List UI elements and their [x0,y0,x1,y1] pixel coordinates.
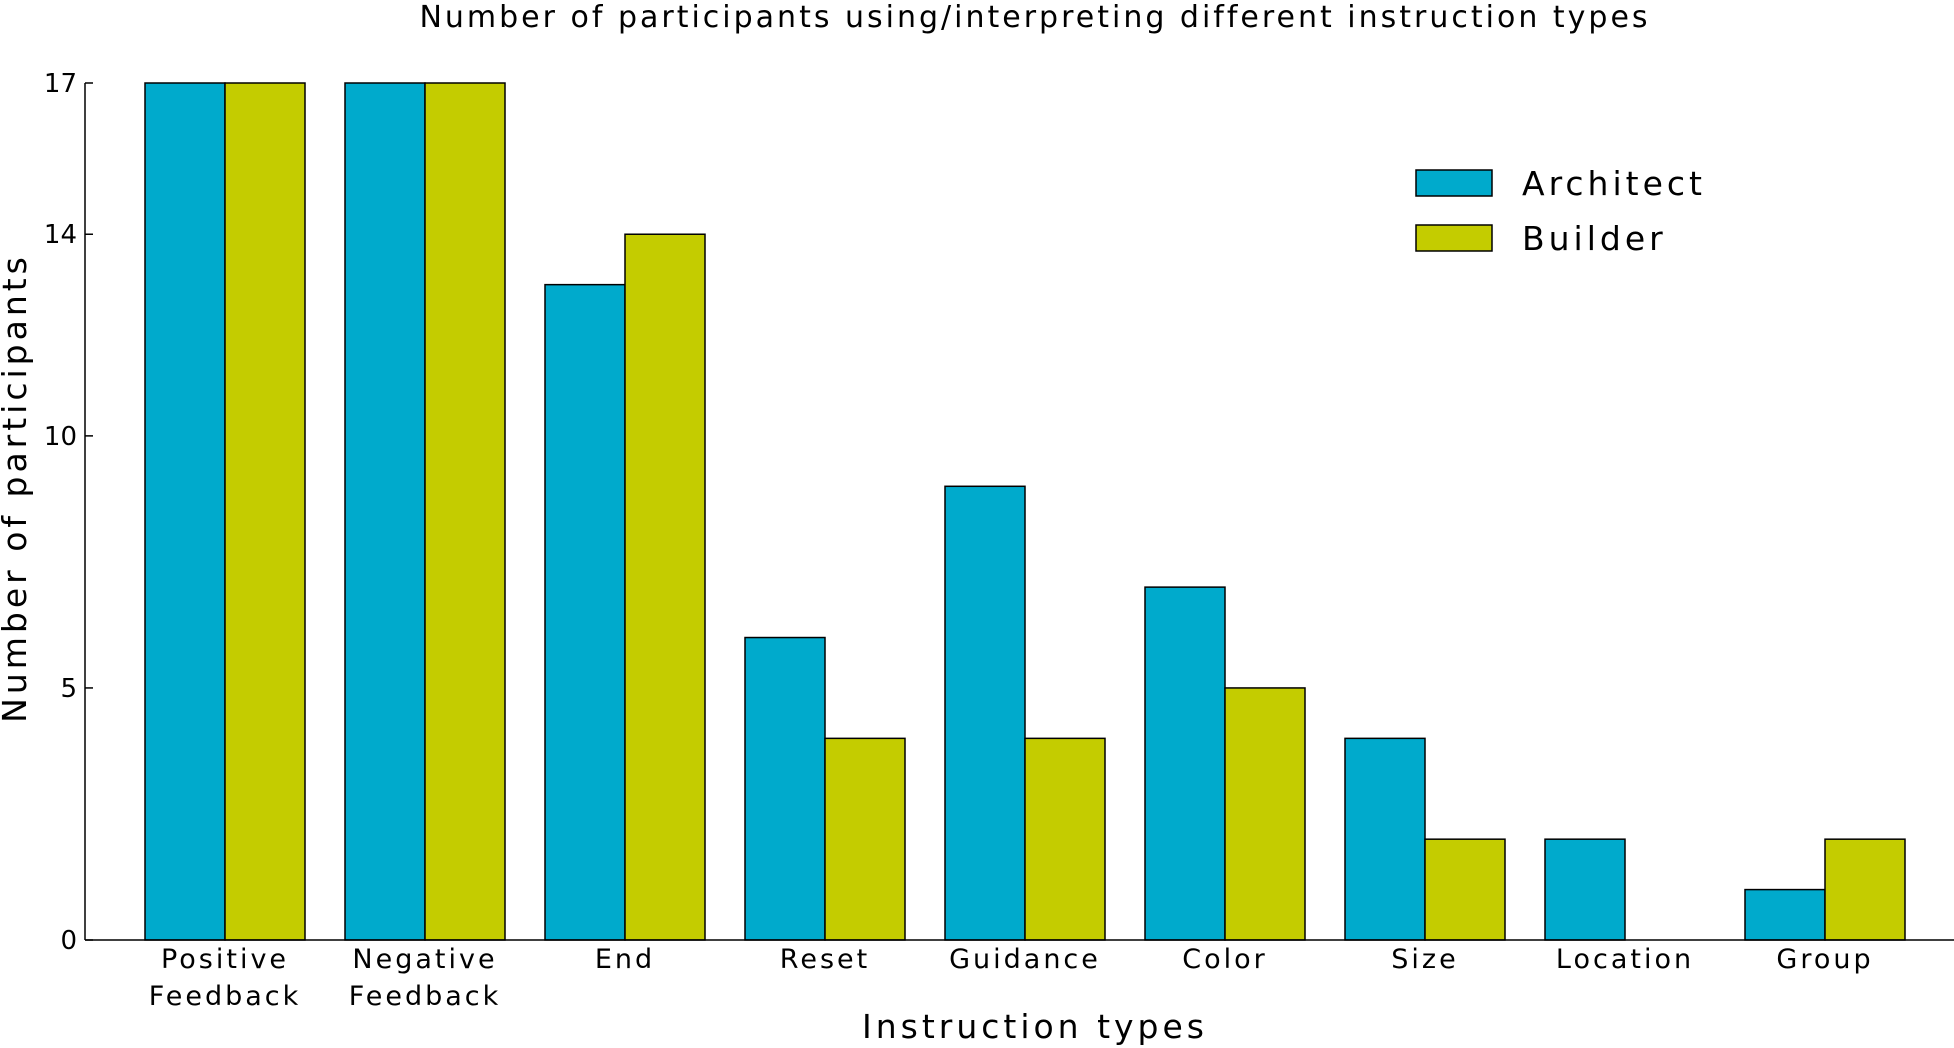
legend-swatch-builder [1415,224,1493,252]
y-tick-label: 0 [60,926,77,956]
y-tick-label: 14 [44,220,77,250]
x-category-label: Negative Feedback [349,944,502,1012]
x-category-label: Group [1776,944,1873,975]
legend-label-builder: Builder [1522,219,1667,258]
y-tick-label: 17 [44,69,77,99]
bar-builder-2 [624,233,706,941]
x-category-label: Guidance [949,944,1101,975]
bar-architect-4 [944,485,1026,941]
legend: Architect Builder [1415,164,1706,258]
x-categories-group: Positive Feedback Negative Feedback End Reset… [149,944,1873,1012]
chart-title: Number of participants using/interpretin… [419,0,1650,35]
bar-architect-2 [544,283,626,941]
bar-architect-6 [1344,737,1426,941]
y-tick-label: 10 [44,422,77,452]
x-category-label: Location [1556,944,1694,975]
y-tick-label: 5 [60,674,77,704]
bar-builder-3 [824,737,906,941]
x-category-label: Reset [780,944,870,975]
y-axis-label: Number of participants [0,253,34,723]
bar-builder-8 [1824,838,1906,941]
x-category-label: Color [1182,944,1268,975]
bar-architect-5 [1144,586,1226,941]
bar-builder-6 [1424,838,1506,941]
bar-architect-1 [344,82,426,941]
bar-architect-0 [144,82,226,941]
bar-architect-3 [744,636,826,941]
bar-architect-8 [1744,888,1826,941]
x-category-label: End [595,944,655,975]
bar-builder-4 [1024,737,1106,941]
bars-group [144,82,1906,941]
x-category-label: Positive Feedback [149,944,302,1012]
legend-swatch-architect [1415,169,1493,197]
bar-builder-5 [1224,687,1306,941]
legend-label-architect: Architect [1522,164,1706,203]
bar-builder-0 [224,82,306,941]
x-axis-label: Instruction types [862,1007,1208,1046]
bar-builder-1 [424,82,506,941]
x-category-label: Size [1391,944,1458,975]
bar-architect-7 [1544,838,1626,941]
y-ticks-group: 0 5 10 14 17 [44,69,93,956]
